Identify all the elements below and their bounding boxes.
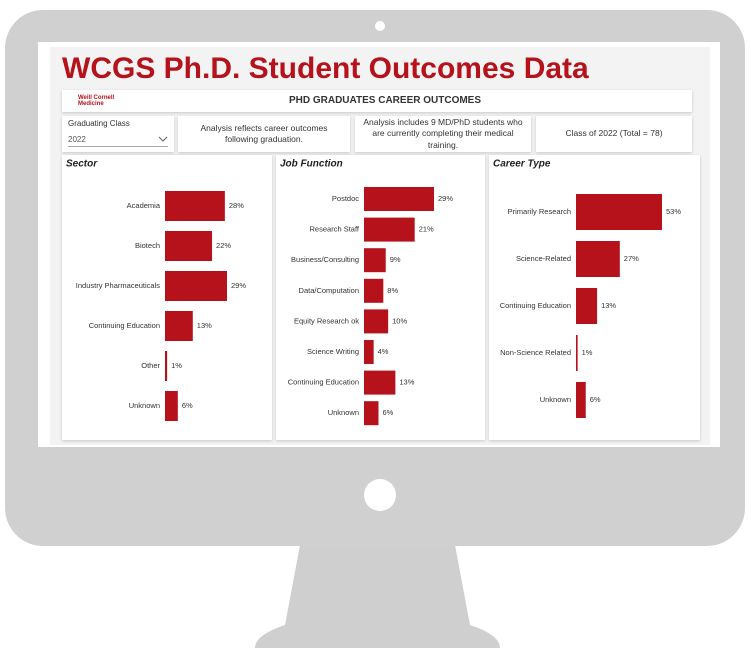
bar [364, 248, 386, 273]
bar [364, 401, 379, 426]
camera [375, 21, 385, 31]
bar [576, 288, 598, 324]
value-label: 53% [666, 207, 681, 216]
note: Analysis reflects career outcomes follow… [178, 116, 350, 152]
dashboard-title: WCGS Ph.D. Student Outcomes Data [62, 52, 589, 85]
bar [364, 278, 384, 303]
bar [165, 231, 213, 261]
filter-label: Graduating Class [68, 119, 130, 128]
note: Analysis includes 9 MD/PhD students who … [355, 116, 531, 152]
bar [364, 217, 415, 242]
category-label: Science-Related [516, 254, 571, 263]
value-label: 22% [216, 241, 231, 250]
category-label: Unknown [540, 395, 571, 404]
filter[interactable]: Graduating Class 2022 [62, 116, 174, 152]
category-label: Primarily Research [508, 207, 571, 216]
bar [364, 370, 396, 395]
power-button [364, 479, 396, 511]
category-label: Unknown [129, 401, 160, 410]
dropdown[interactable]: 2022 [68, 135, 168, 147]
chart-title: Job Function [280, 159, 343, 170]
category-label: Research Staff [310, 225, 360, 234]
category-label: Industry Pharmaceuticals [76, 281, 160, 290]
category-label: Other [141, 361, 160, 370]
bar [364, 187, 434, 211]
value-label: 1% [582, 348, 593, 357]
category-label: Data/Computation [299, 286, 359, 295]
value-label: 1% [171, 361, 182, 370]
dropdown-value: 2022 [68, 134, 86, 144]
category-label: Non-Science Related [500, 348, 571, 357]
banner-title: PHD GRADUATES CAREER OUTCOMES [288, 95, 482, 107]
category-label: Biotech [135, 241, 160, 250]
bar [576, 194, 662, 230]
bar [165, 391, 178, 421]
bar [576, 241, 620, 277]
category-label: Equity Research ok [294, 316, 359, 325]
category-label: Postdoc [332, 194, 359, 203]
bar [576, 335, 578, 371]
value-label: 28% [229, 201, 244, 210]
value-label: 6% [590, 395, 601, 404]
chart-title: Career Type [493, 159, 551, 170]
banner: Weill Cornell Medicine PHD GRADUATES CAR… [62, 90, 692, 112]
value-label: 13% [197, 321, 212, 330]
category-label: Continuing Education [89, 321, 160, 330]
chevron [158, 136, 168, 142]
category-label: Business/Consulting [291, 255, 359, 264]
value-label: 8% [387, 286, 398, 295]
bar [165, 191, 225, 221]
bar [364, 309, 389, 334]
category-label: Science Writing [307, 347, 359, 356]
note: Class of 2022 (Total = 78) [536, 116, 692, 152]
bar [165, 271, 227, 301]
value-label: 29% [438, 194, 453, 203]
bar [364, 340, 374, 364]
value-label: 4% [378, 347, 389, 356]
value-label: 27% [624, 254, 639, 263]
bar [576, 382, 586, 418]
value-label: 21% [419, 225, 434, 234]
bar [165, 351, 168, 381]
value-label: 10% [392, 316, 407, 325]
category-label: Academia [127, 201, 161, 210]
bar [165, 311, 193, 341]
chart-title: Sector [66, 159, 98, 170]
value-label: 13% [601, 301, 616, 310]
value-label: 6% [382, 408, 393, 417]
value-label: 6% [182, 401, 193, 410]
value-label: 29% [231, 281, 246, 290]
category-label: Continuing Education [500, 301, 571, 310]
category-label: Continuing Education [288, 378, 359, 387]
category-label: Unknown [328, 408, 359, 417]
value-label: 9% [390, 255, 401, 264]
logo: Weill Cornell Medicine [78, 95, 115, 107]
value-label: 13% [399, 378, 414, 387]
monitor-stand [255, 545, 500, 648]
